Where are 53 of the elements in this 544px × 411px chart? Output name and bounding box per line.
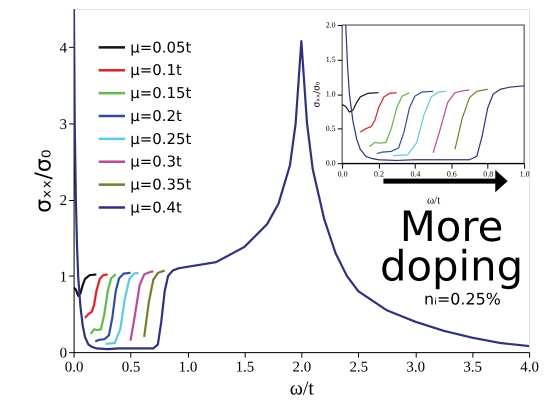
line-series (143, 269, 166, 338)
x-tick-label: 3.0 (406, 360, 426, 376)
line-series (74, 273, 98, 297)
legend-label: μ=0.3t (130, 152, 182, 171)
x-axis-title: ω/t (290, 377, 314, 400)
line-series (129, 270, 154, 342)
x-tick-label: 3.5 (463, 360, 482, 376)
x-axis-title: ω/t (426, 194, 440, 206)
y-tick-label: 3 (60, 116, 68, 133)
y-tick-label: 1 (60, 269, 68, 286)
legend-label: μ=0.2t (130, 106, 182, 125)
line-series (432, 89, 470, 154)
legend-label: μ=0.1t (130, 61, 182, 80)
legend-label: μ=0.15t (130, 84, 192, 102)
x-tick-label: 4.0 (520, 360, 539, 376)
legend-label: μ=0.05t (130, 38, 192, 56)
x-tick-label: 0.2 (374, 170, 384, 179)
line-series (368, 92, 410, 148)
y-axis-title: σₓₓ/σ₀ (312, 81, 323, 108)
legend-label: μ=0.35t (130, 176, 192, 194)
y-tick-label: 4 (60, 40, 68, 57)
x-tick-label: 0.0 (338, 170, 348, 179)
line-series (376, 90, 434, 154)
x-tick-label: 0.8 (483, 170, 494, 179)
annotation: nᵢ=0.25% (424, 289, 501, 308)
y-tick-label: 0.5 (326, 124, 336, 134)
x-tick-label: 1.0 (520, 170, 530, 179)
y-tick-label: 0.0 (326, 158, 336, 168)
x-tick-label: 0.5 (122, 360, 140, 376)
line-series (392, 90, 446, 156)
line-series (94, 272, 132, 343)
y-tick-label: 1.0 (326, 90, 336, 99)
line-series (90, 273, 117, 335)
x-tick-label: 2.5 (349, 360, 368, 376)
y-axis-title: σₓₓ/σ₀ (32, 149, 57, 213)
line-series (360, 92, 398, 133)
line-series (454, 88, 488, 150)
y-tick-label: 1.5 (326, 55, 336, 64)
line-series (74, 9, 530, 350)
y-tick-label: 2 (60, 193, 68, 210)
line-series (342, 92, 380, 113)
y-tick-label: 2.0 (326, 20, 336, 30)
y-tick-label: 0 (60, 346, 68, 362)
x-tick-label: 2.0 (292, 360, 312, 376)
x-tick-label: 1.0 (178, 360, 198, 376)
legend-label: μ=0.25t (130, 130, 192, 148)
line-series (104, 272, 140, 345)
x-tick-label: 0.6 (446, 170, 457, 179)
legend-label: μ=0.4t (130, 198, 182, 216)
line-series (345, 24, 525, 162)
line-series (84, 273, 109, 319)
x-tick-label: 0.4 (410, 170, 420, 179)
x-tick-label: 1.5 (236, 360, 254, 376)
